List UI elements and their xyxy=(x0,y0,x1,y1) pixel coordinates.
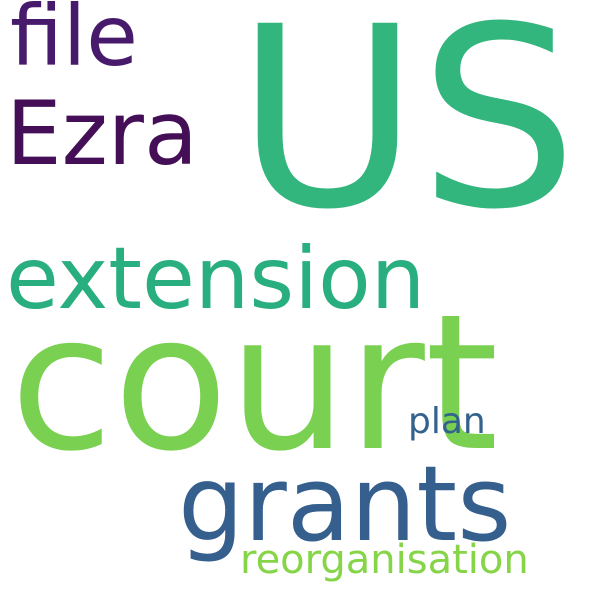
word-extension: extension xyxy=(6,229,426,329)
word-grants: grants xyxy=(178,443,512,565)
word-us: US xyxy=(236,0,578,264)
word-court: court xyxy=(10,274,499,493)
word-file: file xyxy=(10,0,138,85)
word-plan: plan xyxy=(408,401,486,442)
word-ezra: Ezra xyxy=(6,82,198,185)
word-reorganisation: reorganisation xyxy=(240,537,529,583)
